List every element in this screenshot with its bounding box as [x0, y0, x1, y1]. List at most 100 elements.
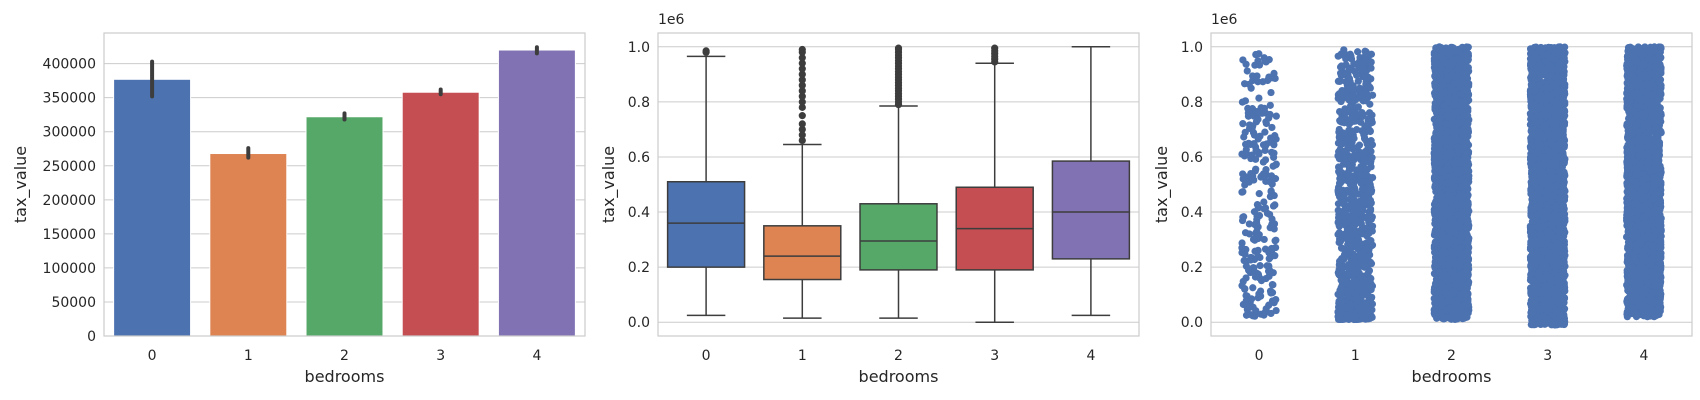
strip-point: [1446, 46, 1454, 54]
x-tick-label: 2: [340, 348, 349, 364]
strip-point: [1358, 108, 1366, 117]
strip-point: [1457, 176, 1465, 184]
strip-point: [1260, 235, 1268, 244]
strip-point: [1440, 242, 1448, 251]
y-tick-label: 0.8: [1181, 95, 1203, 111]
y-tick-label: 0.2: [628, 260, 650, 276]
strip-point: [1265, 249, 1273, 257]
strip-point: [1366, 297, 1374, 305]
strip-point: [1262, 274, 1270, 283]
strip-3: [1526, 43, 1569, 329]
strip-point: [1368, 223, 1376, 231]
strip-point: [1432, 101, 1440, 109]
strip-point: [1266, 287, 1275, 295]
strip-point: [1260, 54, 1268, 62]
y-tick-label: 0.6: [628, 150, 650, 166]
outlier-point-1: [798, 120, 806, 128]
strip-point: [1357, 179, 1365, 188]
strip-point: [1351, 68, 1359, 76]
strip-point: [1345, 226, 1353, 234]
strip-point: [1432, 240, 1440, 248]
strip-point: [1451, 165, 1459, 173]
strip-point: [1245, 220, 1253, 228]
strip-point: [1432, 168, 1441, 176]
outlier-point-0: [702, 47, 710, 55]
strip-point: [1459, 130, 1467, 139]
strip-point: [1438, 55, 1446, 63]
x-tick-label: 0: [702, 348, 711, 364]
strip-point: [1268, 220, 1276, 228]
outlier-point-1: [798, 125, 806, 134]
y-tick-label: 0.2: [1181, 260, 1203, 276]
strip-point: [1349, 92, 1357, 100]
strip-point: [1462, 267, 1470, 276]
y-tick-label: 250000: [43, 159, 96, 175]
outlier-point-1: [798, 70, 806, 78]
strip-point: [1461, 136, 1469, 145]
strip-point: [1238, 244, 1246, 252]
outlier-point-1: [798, 136, 806, 145]
strip-point: [1363, 239, 1371, 247]
strip-point: [1257, 104, 1265, 112]
y-tick-label: 300000: [43, 125, 96, 141]
y-axis-label: tax_value: [11, 146, 31, 223]
x-tick-label: 0: [148, 348, 157, 364]
strip-point: [1265, 73, 1273, 81]
strip-point: [1431, 220, 1439, 228]
strip-point: [1272, 161, 1280, 169]
plot-frame: [657, 32, 1140, 337]
strip-point: [1352, 289, 1360, 298]
strip-point: [1364, 158, 1372, 166]
strip-point: [1244, 266, 1253, 274]
strip-point: [1242, 302, 1251, 310]
strip-point: [1461, 290, 1469, 299]
y-tick-label: 0: [87, 329, 96, 345]
strip-point: [1260, 198, 1268, 206]
strip-point: [1354, 48, 1362, 56]
strip-point: [1269, 281, 1277, 289]
strip-point: [1255, 61, 1264, 69]
strip-point: [1346, 287, 1354, 295]
strip-point: [1350, 187, 1358, 195]
strip-point: [1365, 229, 1373, 238]
strip-point: [1450, 271, 1458, 279]
outlier-point-1: [798, 76, 806, 84]
strip-point: [1456, 157, 1465, 166]
strip-point: [1360, 131, 1368, 139]
strip-point: [1446, 196, 1454, 205]
strip-point: [1239, 213, 1247, 221]
strip-point: [1442, 222, 1451, 230]
strip-point: [1450, 225, 1459, 233]
strip-point: [1249, 235, 1258, 243]
strip-point: [1270, 149, 1278, 157]
y-axis-label: tax_value: [599, 146, 619, 223]
strip-point: [1247, 154, 1255, 163]
outlier-point-1: [798, 59, 806, 67]
strip-point: [1431, 311, 1439, 319]
strip-point: [1463, 230, 1471, 239]
strip-point: [1364, 116, 1372, 125]
strip-point: [1336, 63, 1345, 71]
x-tick-label: 4: [532, 348, 541, 364]
strip-point: [1241, 229, 1250, 237]
outlier-point-3: [991, 44, 999, 52]
strip-point: [1437, 159, 1445, 167]
strip-point: [1357, 280, 1365, 288]
strip-point: [1268, 123, 1276, 132]
strip-point: [1261, 128, 1269, 136]
strip-point: [1253, 200, 1262, 209]
strip-point: [1249, 122, 1257, 130]
outlier-point-1: [798, 103, 806, 111]
strip-point: [1367, 64, 1375, 72]
strip-point: [1363, 178, 1372, 186]
strip-point: [1335, 268, 1343, 277]
strip-point: [1252, 165, 1260, 173]
y-tick-label: 0.4: [628, 205, 650, 221]
y-tick-label: 0.0: [1181, 315, 1203, 331]
strip-point: [1337, 276, 1345, 284]
strip-point: [1350, 254, 1358, 262]
strip-point: [1456, 218, 1465, 226]
x-tick-label: 4: [1086, 348, 1095, 364]
strip-2: [1430, 43, 1473, 324]
strip-point: [1253, 72, 1261, 80]
